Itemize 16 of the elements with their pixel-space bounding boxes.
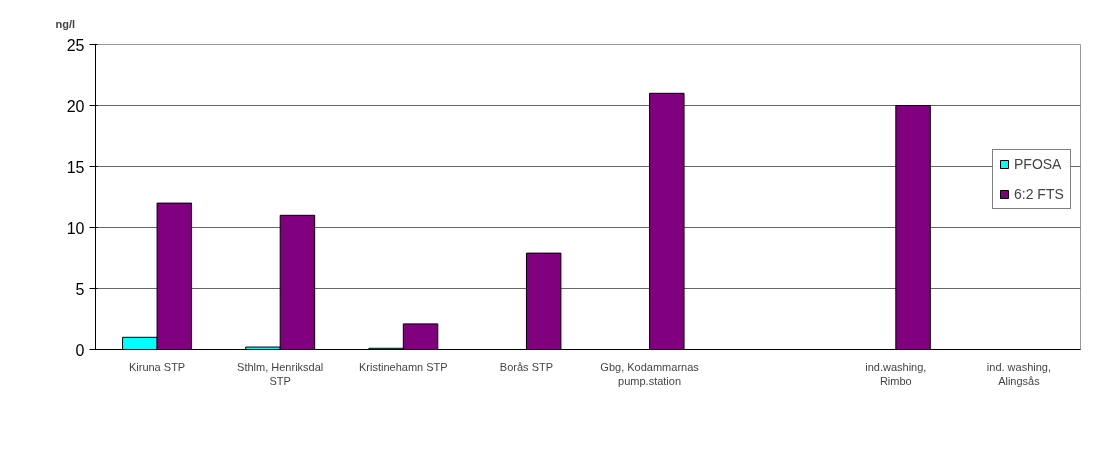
x-tick-label: Gbg, Kodammarnas pump.station [600, 360, 700, 387]
legend-label: 6:2 FTS [1014, 186, 1064, 202]
y-tick-label: 0 [75, 341, 85, 359]
x-tick-label: ind. washing, Alingsås [986, 360, 1052, 387]
y-tick-label: 5 [75, 280, 85, 298]
legend-label: PFOSA [1014, 156, 1062, 172]
x-tick-label: ind.washing, Rimbo [865, 360, 927, 387]
x-tick-label: Kiruna STP [128, 360, 186, 373]
x-tick-label: Borås STP [499, 360, 554, 373]
y-tick-label: 15 [66, 158, 85, 176]
y-tick-label: 20 [66, 97, 85, 115]
y-tick-label: 25 [66, 36, 85, 54]
x-tick-label: Sthlm, Henriksdal STP [237, 360, 324, 387]
x-tick-label: Kristinehamn STP [358, 360, 448, 373]
y-axis-title: ng/l [55, 17, 76, 30]
y-tick-label: 10 [66, 219, 85, 237]
